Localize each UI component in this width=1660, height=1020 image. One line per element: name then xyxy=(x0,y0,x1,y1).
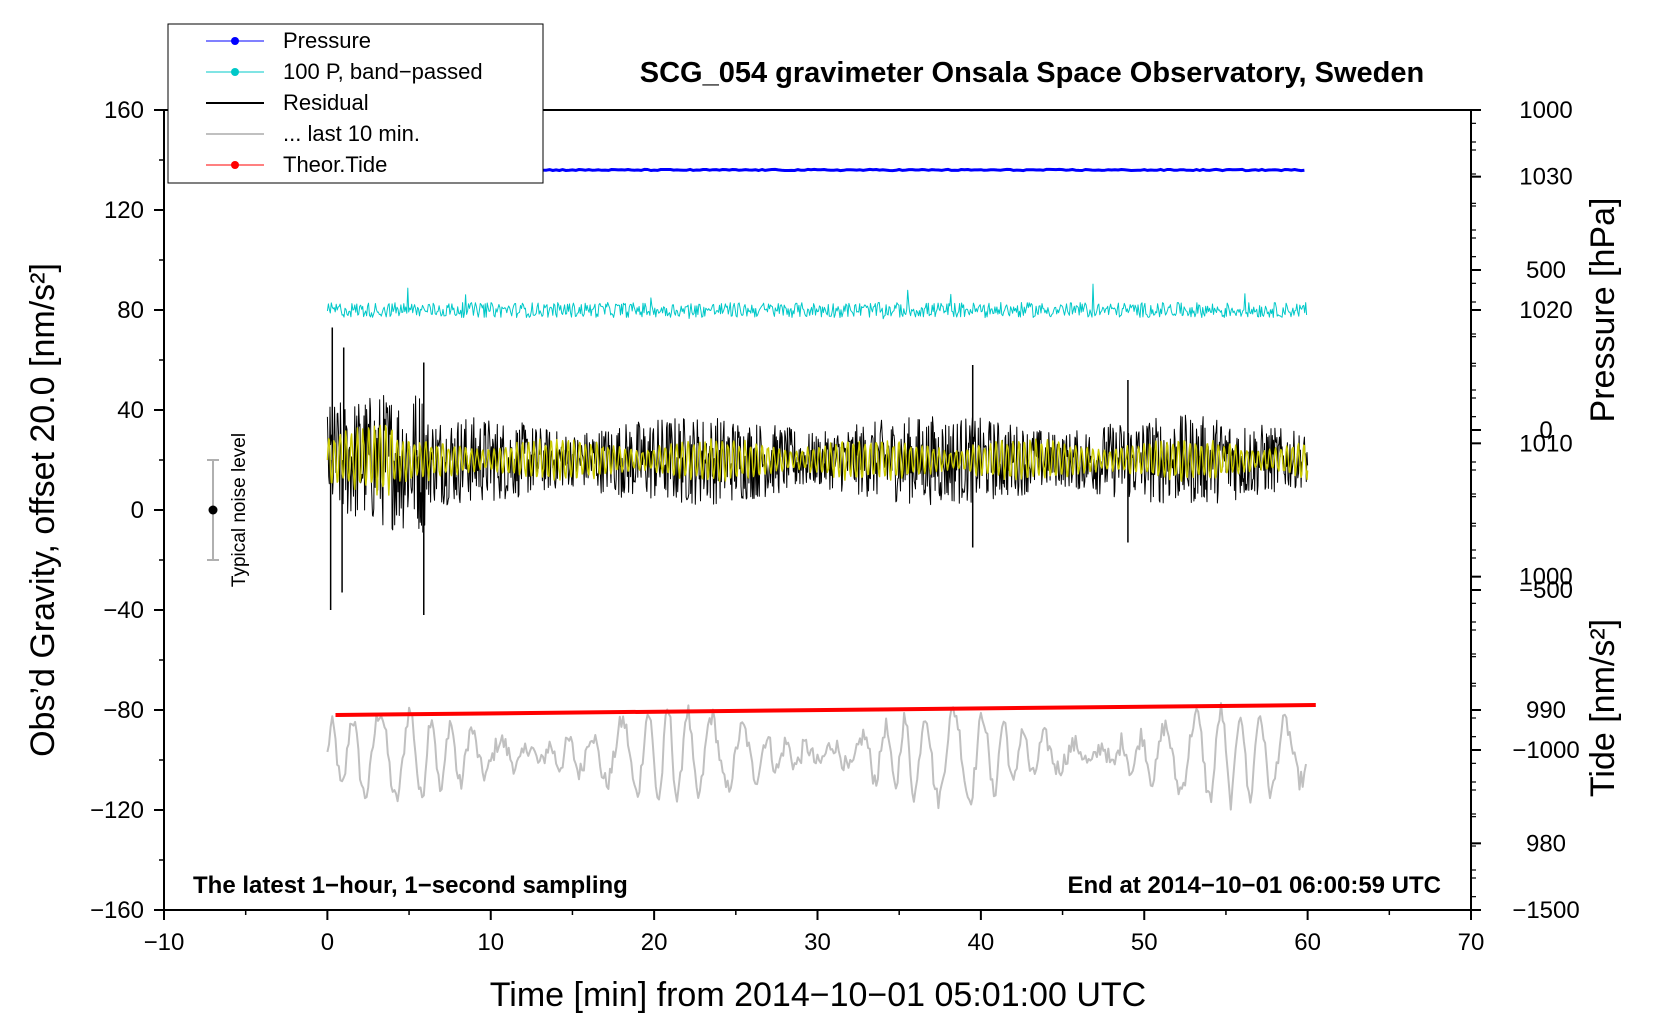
x-axis-label: Time [min] from 2014−10−01 05:01:00 UTC xyxy=(490,976,1146,1014)
pressure-tick-label: 1030 xyxy=(1519,164,1572,191)
legend-marker xyxy=(231,37,239,45)
tide-tick-label: −1500 xyxy=(1512,897,1579,924)
pressure-tick-label: 1010 xyxy=(1519,430,1572,457)
pressure-tick-label: 980 xyxy=(1526,830,1566,857)
y-axis-label-tide: Tide [nm/s²] xyxy=(1584,619,1622,797)
series-band-passed xyxy=(326,283,1308,320)
pressure-tick-label: 1020 xyxy=(1519,297,1572,324)
x-tick-label: 50 xyxy=(1131,929,1158,956)
tide-tick-label: 1000 xyxy=(1519,97,1572,124)
legend-label: Residual xyxy=(283,90,369,115)
noise-level-indicator: Typical noise level xyxy=(207,433,250,587)
noise-level-label: Typical noise level xyxy=(229,433,250,587)
annotation-end-time: End at 2014−10−01 06:00:59 UTC xyxy=(1067,872,1441,899)
y-axis-label-pressure: Pressure [hPa] xyxy=(1584,198,1622,423)
chart-title: SCG_054 gravimeter Onsala Space Observat… xyxy=(640,57,1424,89)
y-tick-label: 120 xyxy=(104,197,144,224)
x-tick-label: −10 xyxy=(144,929,185,956)
legend-label: Theor.Tide xyxy=(283,152,387,177)
x-tick-label: 60 xyxy=(1294,929,1321,956)
y-tick-label: −120 xyxy=(90,797,144,824)
y-tick-label: −160 xyxy=(90,897,144,924)
x-tick-label: 0 xyxy=(321,929,334,956)
y-tick-label: −40 xyxy=(103,597,144,624)
x-tick-label: 30 xyxy=(804,929,831,956)
tide-tick-label: 500 xyxy=(1526,257,1566,284)
pressure-tick-label: 1000 xyxy=(1519,564,1572,591)
y-tick-label: 40 xyxy=(117,397,144,424)
tide-tick-label: 0 xyxy=(1539,417,1552,444)
axis-ticks: −10 0 10 20 30 40 50 60 7016012080400−40−80−120−… xyxy=(90,97,1580,956)
series-theor-tide xyxy=(335,703,1316,717)
plot-frame xyxy=(163,109,1472,911)
legend-marker xyxy=(231,68,239,76)
y-tick-label: −80 xyxy=(103,697,144,724)
x-tick-label: 10 xyxy=(477,929,504,956)
y-tick-label: 0 xyxy=(131,497,144,524)
legend-label: 100 P, band−passed xyxy=(283,59,483,84)
legend: Pressure 100 P, band−passed Residual ... la… xyxy=(167,23,544,184)
y-axis-label-left: Obs’d Gravity, offset 20.0 [nm/s²] xyxy=(24,263,62,757)
pressure-tick-label: 990 xyxy=(1526,697,1566,724)
series-filtered-residual xyxy=(326,424,1309,496)
tide-tick-label: −1000 xyxy=(1512,737,1579,764)
tide-tick-label: −500 xyxy=(1519,577,1573,604)
y-tick-label: 80 xyxy=(117,297,144,324)
x-tick-label: 20 xyxy=(641,929,668,956)
x-tick-label: 40 xyxy=(968,929,995,956)
series-last-10-min xyxy=(326,702,1307,811)
legend-label: ... last 10 min. xyxy=(283,121,420,146)
legend-label: Pressure xyxy=(283,28,371,53)
legend-marker xyxy=(231,161,239,169)
annotation-sampling: The latest 1−hour, 1−second sampling xyxy=(193,872,628,899)
data-series xyxy=(326,167,1316,811)
x-tick-label: 70 xyxy=(1458,929,1485,956)
y-tick-label: 160 xyxy=(104,97,144,124)
noise-center-dot xyxy=(208,505,218,515)
